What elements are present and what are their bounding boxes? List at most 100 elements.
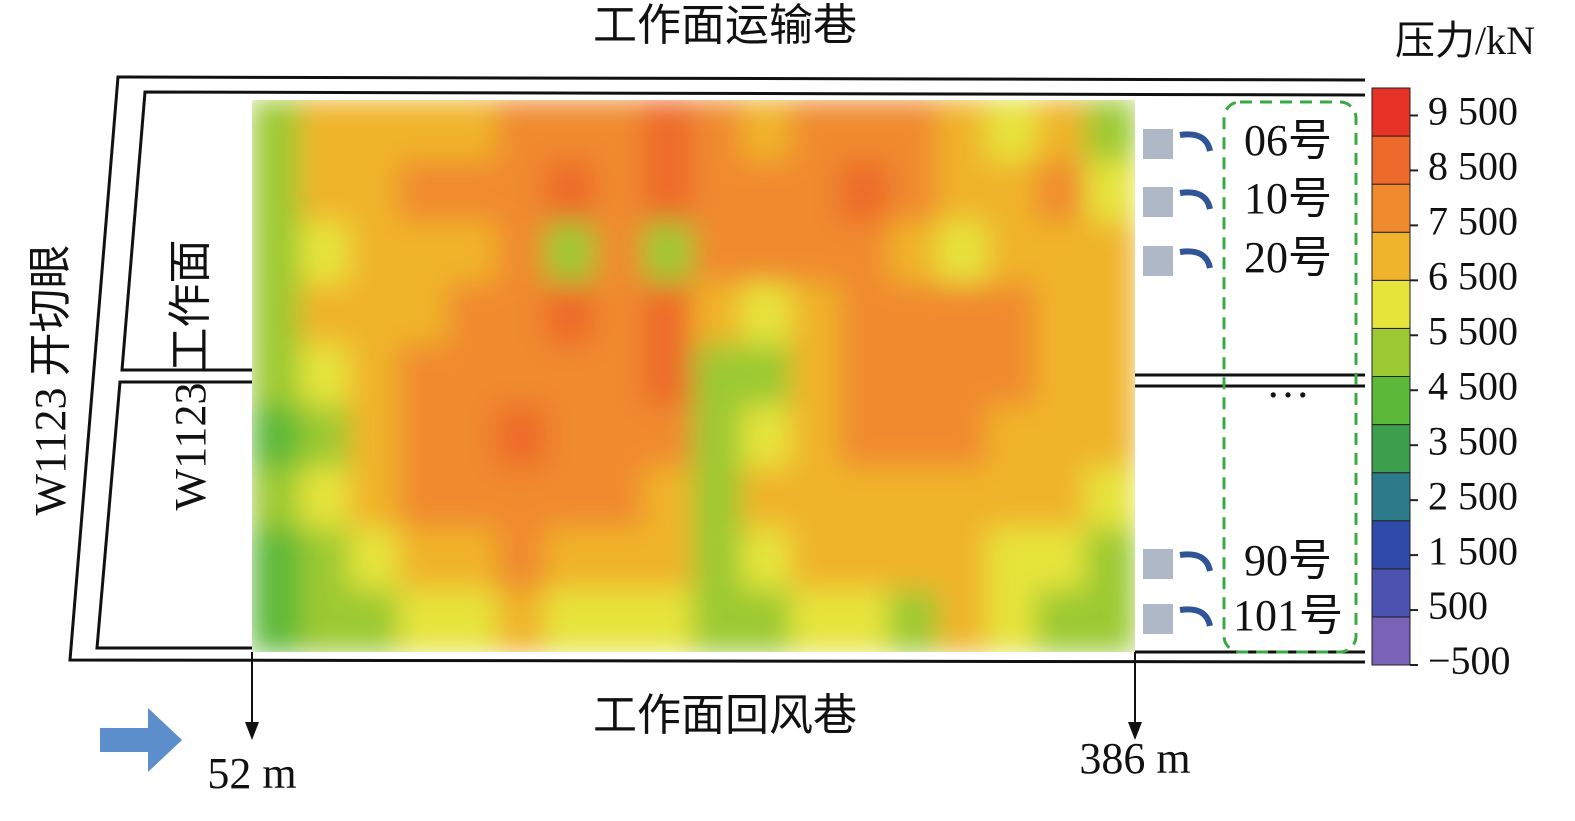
pressure-cell <box>1084 100 1135 163</box>
pressure-cell <box>398 160 450 224</box>
colorbar-band <box>1371 424 1411 474</box>
pressure-cell <box>839 100 891 163</box>
pressure-cell <box>643 467 695 531</box>
pressure-cell <box>300 100 352 163</box>
pressure-cell <box>594 283 646 347</box>
pressure-cell <box>545 528 597 592</box>
pressure-cell <box>496 528 548 592</box>
pressure-cell <box>643 221 695 285</box>
pressure-cell <box>496 283 548 347</box>
pressure-cell <box>447 160 499 224</box>
pressure-cell <box>300 344 352 408</box>
pressure-cell <box>300 589 352 652</box>
pressure-cell <box>937 221 989 285</box>
pressure-cell <box>496 344 548 408</box>
pressure-cell <box>937 405 989 469</box>
pressure-cell <box>790 283 842 347</box>
support-label: 10号 <box>1244 174 1332 223</box>
pressure-cell <box>692 160 744 224</box>
pressure-cell <box>496 160 548 224</box>
advance-arrow <box>100 708 182 772</box>
bottom-label: 工作面回风巷 <box>593 691 857 740</box>
colorbar-band <box>1371 472 1411 522</box>
colorbar-label: 压力/kN <box>1395 18 1535 63</box>
pressure-cell <box>986 160 1038 224</box>
pressure-cell <box>937 160 989 224</box>
pressure-cell <box>398 221 450 285</box>
pressure-cell <box>839 160 891 224</box>
support-label: … <box>1266 358 1310 407</box>
pressure-cell <box>1084 283 1135 347</box>
support-icon <box>1143 604 1173 634</box>
pressure-cell <box>447 528 499 592</box>
pressure-cell <box>790 589 842 652</box>
pressure-cell <box>1035 405 1087 469</box>
pressure-cell <box>300 467 352 531</box>
pressure-cell <box>594 160 646 224</box>
pressure-cell <box>888 405 940 469</box>
pressure-cell <box>790 528 842 592</box>
colorbar-tick-label: 8 500 <box>1428 144 1518 189</box>
pressure-cell <box>349 467 401 531</box>
pressure-cell <box>692 405 744 469</box>
pressure-cell <box>986 283 1038 347</box>
pressure-cell <box>252 344 303 408</box>
pressure-cell <box>545 344 597 408</box>
pressure-cell <box>300 221 352 285</box>
pressure-cell <box>594 405 646 469</box>
pressure-cell <box>643 528 695 592</box>
pressure-cell <box>1084 528 1135 592</box>
pressure-cell <box>300 528 352 592</box>
pressure-cell <box>986 344 1038 408</box>
colorbar-tick-label: 9 500 <box>1428 89 1518 134</box>
pressure-cell <box>447 405 499 469</box>
pressure-cell <box>252 100 303 163</box>
colorbar-band <box>1371 376 1411 426</box>
pressure-cell <box>252 405 303 469</box>
support-icon <box>1179 606 1213 627</box>
pressure-cell <box>888 467 940 531</box>
pressure-cell <box>986 589 1038 652</box>
pressure-cell <box>790 405 842 469</box>
pressure-cell <box>545 405 597 469</box>
pressure-cell <box>888 221 940 285</box>
top-label: 工作面运输巷 <box>593 1 857 50</box>
colorbar-band <box>1371 87 1411 137</box>
pressure-cell <box>1084 344 1135 408</box>
pressure-cell <box>252 589 303 652</box>
pressure-map <box>252 100 1135 652</box>
pressure-cell <box>937 589 989 652</box>
colorbar-tick-label: 1 500 <box>1428 528 1518 573</box>
support-icon <box>1143 129 1173 159</box>
pressure-cell <box>1084 221 1135 285</box>
left-label: W1123 开切眼 <box>26 245 75 516</box>
support-icon <box>1179 551 1213 572</box>
pressure-cell <box>986 528 1038 592</box>
pressure-cell <box>790 100 842 163</box>
colorbar-tick-label: 5 500 <box>1428 308 1518 353</box>
pressure-cell <box>741 467 793 531</box>
lower-face <box>95 380 252 650</box>
pressure-cell <box>252 283 303 347</box>
pressure-cell <box>888 528 940 592</box>
pressure-cell <box>741 589 793 652</box>
pressure-cell <box>643 100 695 163</box>
frame <box>68 75 1366 664</box>
pressure-cell <box>300 160 352 224</box>
pressure-cell <box>986 100 1038 163</box>
pressure-cell <box>1084 589 1135 652</box>
support-icon <box>1179 248 1213 269</box>
pressure-cell <box>398 405 450 469</box>
pressure-cell <box>937 344 989 408</box>
pressure-cell <box>496 589 548 652</box>
colorbar-band <box>1371 183 1411 233</box>
pressure-cell <box>496 100 548 163</box>
pressure-cell <box>252 467 303 531</box>
support-icon <box>1179 131 1213 152</box>
pressure-cell <box>594 344 646 408</box>
pressure-cell <box>252 221 303 285</box>
pressure-cell <box>741 160 793 224</box>
left-label: W1123 工作面 <box>166 240 215 511</box>
pressure-cell <box>349 283 401 347</box>
